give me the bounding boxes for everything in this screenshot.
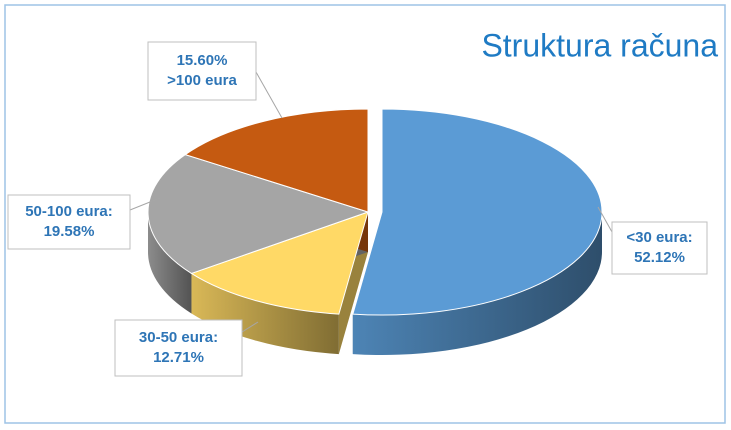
slice	[352, 108, 603, 316]
leader-line	[241, 321, 259, 333]
label-box	[611, 221, 708, 275]
slice-side	[148, 212, 192, 314]
category-label: >100 eura	[167, 72, 237, 89]
category-label: <30 eura:	[626, 229, 692, 246]
slice	[184, 108, 369, 213]
leader-line	[255, 71, 283, 119]
leader-line	[597, 206, 613, 233]
label-box	[147, 41, 257, 101]
chart-title: Struktura računa	[481, 27, 718, 63]
category-label: 50-100 eura:	[25, 203, 113, 220]
leader-line	[129, 197, 161, 211]
label-box	[7, 194, 131, 250]
value-label: 19.58%	[44, 223, 95, 240]
category-label: 30-50 eura:	[139, 329, 218, 346]
slice-side	[191, 273, 339, 355]
slice-side	[352, 212, 602, 355]
slice	[147, 154, 370, 275]
label-box	[114, 319, 243, 377]
value-label: 15.60%	[177, 52, 228, 69]
value-label: 52.12%	[634, 249, 685, 266]
slice	[190, 211, 369, 315]
value-label: 12.71%	[153, 349, 204, 366]
